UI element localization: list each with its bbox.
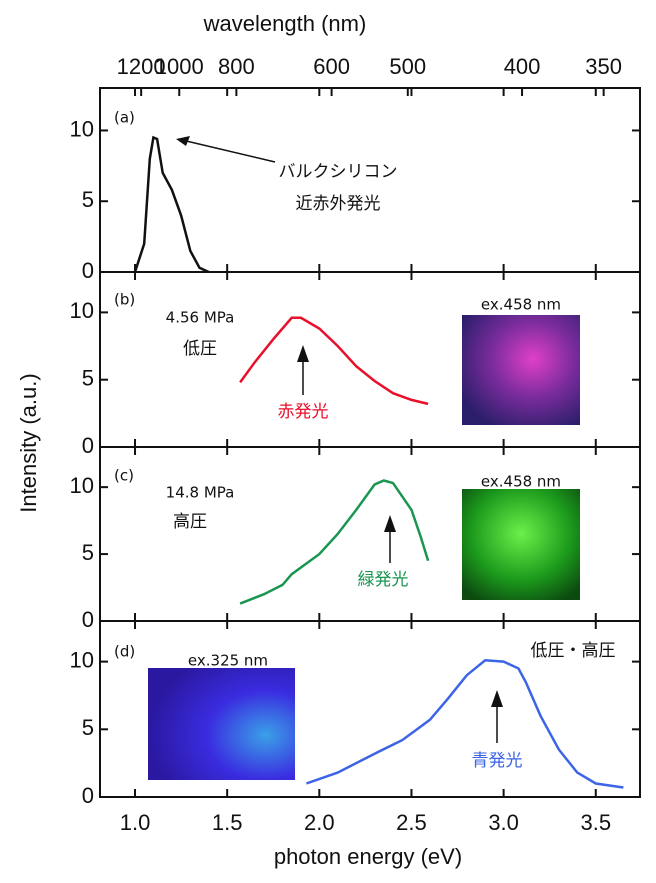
y-tick-label: 5 bbox=[82, 366, 94, 391]
y-axis-title: Intensity (a.u.) bbox=[16, 373, 41, 512]
panel-label: (a) bbox=[114, 109, 135, 127]
annotation: 緑発光 bbox=[358, 570, 409, 590]
y-tick-label: 10 bbox=[70, 647, 94, 672]
x-tick-label: 3.5 bbox=[580, 810, 611, 835]
x-tick-label: 2.0 bbox=[304, 810, 335, 835]
annotation: 14.8 MPa bbox=[166, 484, 235, 502]
top-tick-label: 400 bbox=[504, 54, 541, 79]
top-tick-label: 1000 bbox=[155, 54, 204, 79]
top-axis-title: wavelength (nm) bbox=[203, 11, 367, 36]
data-line bbox=[239, 479, 430, 605]
x-tick-label: 3.0 bbox=[488, 810, 519, 835]
annotation: ex.325 nm bbox=[188, 652, 268, 670]
top-tick-label: 500 bbox=[389, 54, 426, 79]
photo-inset bbox=[462, 315, 580, 425]
annotation: ex.458 nm bbox=[481, 473, 561, 491]
annotation: バルクシリコン bbox=[279, 162, 398, 182]
y-tick-label: 0 bbox=[82, 783, 94, 808]
y-tick-label: 0 bbox=[82, 607, 94, 632]
x-tick-label: 2.5 bbox=[396, 810, 427, 835]
annotation: 赤発光 bbox=[278, 402, 329, 422]
y-tick-label: 0 bbox=[82, 258, 94, 283]
y-tick-label: 10 bbox=[70, 116, 94, 141]
annotation: 低圧・高圧 bbox=[531, 641, 616, 661]
y-tick-label: 5 bbox=[82, 715, 94, 740]
arrow-head bbox=[176, 136, 190, 146]
y-tick-label: 10 bbox=[70, 298, 94, 323]
x-axis-title: photon energy (eV) bbox=[274, 844, 462, 869]
panel-label: (c) bbox=[114, 467, 134, 485]
top-tick-label: 600 bbox=[313, 54, 350, 79]
panel-label: (d) bbox=[114, 643, 135, 661]
top-tick-label: 350 bbox=[585, 54, 622, 79]
y-tick-label: 5 bbox=[82, 540, 94, 565]
annotation: 近赤外発光 bbox=[296, 194, 381, 214]
annotation: 4.56 MPa bbox=[166, 309, 235, 327]
data-line bbox=[133, 135, 210, 274]
y-tick-label: 0 bbox=[82, 433, 94, 458]
annotation: 低圧 bbox=[183, 339, 217, 359]
top-tick-label: 800 bbox=[218, 54, 255, 79]
y-tick-label: 5 bbox=[82, 187, 94, 212]
panel-label: (b) bbox=[114, 291, 135, 309]
photo-inset bbox=[148, 668, 295, 780]
photo-inset bbox=[462, 489, 580, 600]
arrow bbox=[181, 139, 276, 163]
plot-frame bbox=[99, 620, 641, 798]
x-tick-label: 1.5 bbox=[212, 810, 243, 835]
annotation: ex.458 nm bbox=[481, 296, 561, 314]
data-line bbox=[239, 316, 429, 406]
y-tick-label: 10 bbox=[70, 473, 94, 498]
arrow-head bbox=[297, 345, 309, 362]
arrow-head bbox=[491, 690, 503, 707]
annotation: 青発光 bbox=[472, 751, 523, 771]
data-line bbox=[305, 659, 624, 789]
arrow-head bbox=[384, 515, 396, 532]
annotation: 高圧 bbox=[173, 512, 207, 532]
x-tick-label: 1.0 bbox=[120, 810, 151, 835]
top-tick-label: 1200 bbox=[117, 54, 166, 79]
